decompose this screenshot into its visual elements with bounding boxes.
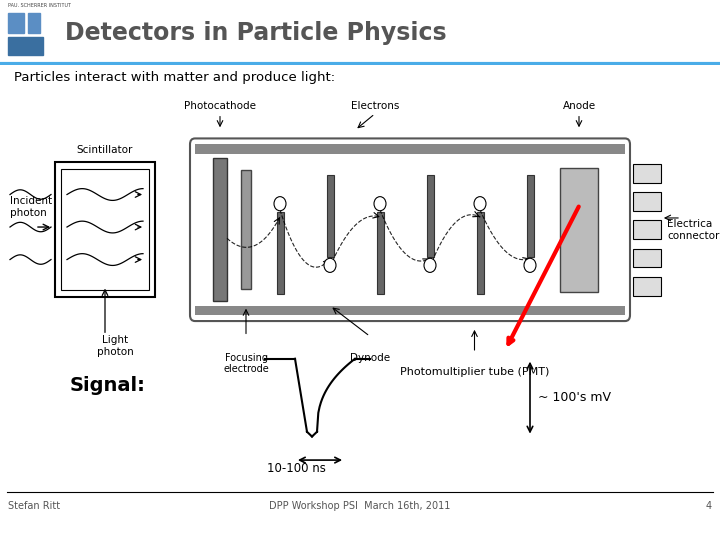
Text: Detectors in Particle Physics: Detectors in Particle Physics: [65, 21, 446, 45]
Bar: [277, 212, 284, 294]
Bar: [195, 144, 625, 154]
Text: Stefan Ritt: Stefan Ritt: [8, 501, 60, 511]
Bar: [633, 192, 661, 211]
Bar: [8, 37, 43, 55]
Bar: [213, 158, 227, 301]
Circle shape: [474, 197, 486, 211]
Text: Scintillator: Scintillator: [77, 145, 133, 155]
Text: 4: 4: [706, 501, 712, 511]
Text: DPP Workshop PSI  March 16th, 2011: DPP Workshop PSI March 16th, 2011: [269, 501, 451, 511]
Text: Photomultiplier tube (PMT): Photomultiplier tube (PMT): [400, 367, 549, 377]
Text: Particles interact with matter and produce light:: Particles interact with matter and produ…: [14, 71, 335, 84]
Text: Electrica
connectors: Electrica connectors: [667, 219, 720, 240]
Circle shape: [424, 258, 436, 272]
Bar: [633, 248, 661, 267]
Bar: [633, 220, 661, 239]
Text: 10-100 ns: 10-100 ns: [267, 462, 326, 475]
Text: ~ 100's mV: ~ 100's mV: [538, 391, 611, 404]
Text: Light
photon: Light photon: [96, 335, 133, 357]
FancyBboxPatch shape: [190, 138, 630, 321]
Text: Dynode: Dynode: [350, 353, 390, 363]
Circle shape: [374, 197, 386, 211]
Circle shape: [324, 258, 336, 272]
Bar: [327, 175, 334, 257]
Bar: [527, 175, 534, 257]
Bar: [477, 212, 484, 294]
Text: Electrons: Electrons: [351, 102, 399, 111]
Text: Incident
photon: Incident photon: [10, 196, 52, 218]
Text: Signal:: Signal:: [70, 376, 146, 395]
Text: Focusing
electrode: Focusing electrode: [223, 353, 269, 374]
Bar: [55, 162, 155, 298]
Bar: [28, 13, 40, 33]
Bar: [195, 306, 625, 315]
Bar: [427, 175, 434, 257]
Bar: [8, 13, 24, 33]
Bar: [377, 212, 384, 294]
Circle shape: [274, 197, 286, 211]
Text: Photocathode: Photocathode: [184, 102, 256, 111]
Text: PAU. SCHERRER INSTITUT: PAU. SCHERRER INSTITUT: [8, 3, 71, 8]
Bar: [241, 170, 251, 289]
Text: Anode: Anode: [562, 102, 595, 111]
Bar: [633, 164, 661, 183]
Bar: [61, 169, 149, 291]
Circle shape: [524, 258, 536, 272]
Bar: [633, 277, 661, 296]
Bar: [560, 168, 598, 292]
